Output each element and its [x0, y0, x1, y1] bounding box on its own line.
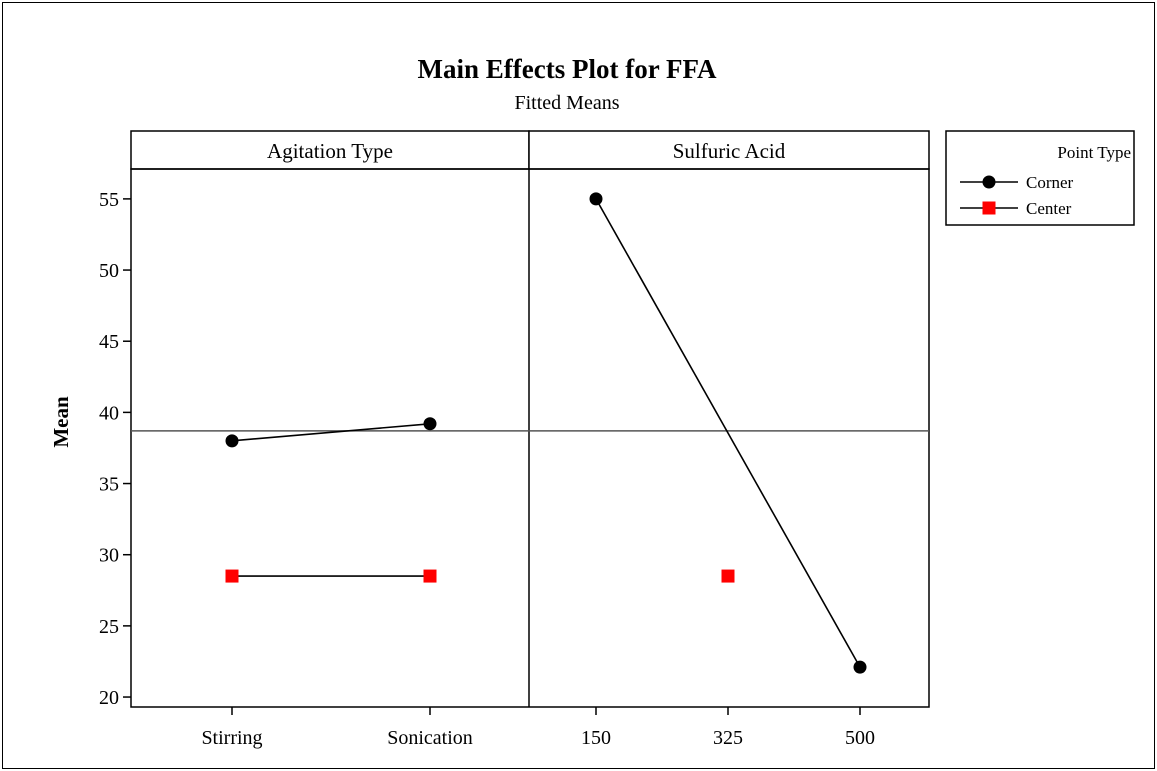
y-tick-label: 35: [99, 474, 119, 496]
data-point-corner: [853, 660, 867, 674]
panel-title-agitation: Agitation Type: [267, 139, 393, 163]
x-tick-label: 500: [845, 727, 875, 749]
series-line-corner: [231, 422, 431, 442]
data-point-center: [225, 569, 239, 583]
y-tick-label: 40: [99, 402, 119, 424]
y-tick-label: 30: [99, 545, 119, 567]
chart-subtitle: Fitted Means: [515, 92, 620, 114]
data-point-corner: [589, 192, 603, 206]
legend-marker-center: [982, 201, 996, 215]
y-tick-label: 55: [99, 189, 119, 211]
y-tick-label: 20: [99, 687, 119, 709]
y-axis-label: Mean: [49, 396, 73, 448]
x-tick-label: 325: [713, 727, 743, 749]
data-point-center: [721, 569, 735, 583]
legend-box: [945, 130, 1135, 226]
x-tick-label: Stirring: [201, 727, 262, 749]
data-point-center: [423, 569, 437, 583]
legend-label-corner: Corner: [1026, 173, 1074, 192]
series-line-corner: [595, 198, 861, 668]
panel-header-sulfuric: [528, 130, 930, 170]
panel-title-sulfuric: Sulfuric Acid: [673, 139, 786, 163]
legend-marker-corner: [982, 175, 996, 189]
y-tick-label: 45: [99, 331, 119, 353]
chart-title: Main Effects Plot for FFA: [418, 54, 717, 84]
x-axis-ticks: Stirring Sonication 150 325 500: [201, 707, 875, 749]
series-layer: [225, 192, 867, 674]
data-point-corner: [423, 417, 437, 431]
y-axis-ticks: 20 25 30 35 40 45 50 55: [99, 189, 131, 709]
data-point-corner: [225, 434, 239, 448]
legend-label-center: Center: [1026, 199, 1072, 218]
x-tick-label: Sonication: [387, 727, 473, 749]
legend-title: Point Type: [1057, 143, 1131, 162]
y-tick-label: 25: [99, 616, 119, 638]
plot-area: [130, 168, 930, 708]
y-tick-label: 50: [99, 260, 119, 282]
x-tick-label: 150: [581, 727, 611, 749]
